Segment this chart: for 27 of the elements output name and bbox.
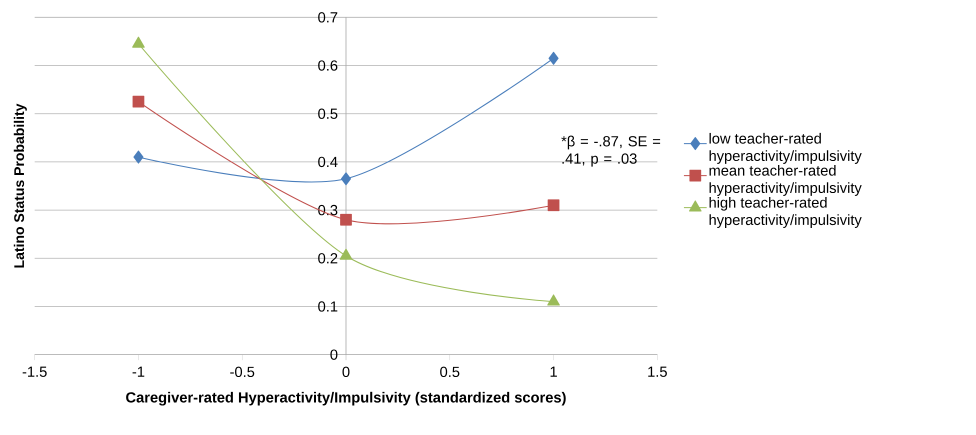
point [340, 248, 352, 260]
x-tick-label: 0.5 [440, 366, 460, 378]
y-tick-label: 0.4 [318, 156, 338, 168]
y-tick-label: 0.7 [318, 12, 338, 23]
point [340, 214, 352, 226]
point [547, 294, 560, 306]
y-tick-label: 0.5 [318, 108, 338, 120]
x-tick-label: -0.5 [230, 366, 254, 378]
x-tick-label: -1.5 [22, 366, 47, 378]
point [133, 150, 144, 164]
y-tick-label: 0.6 [318, 60, 338, 71]
y-tick-label: 0 [330, 350, 338, 360]
legend-label: high teacher-rated hyperactivity/impulsivity [710, 197, 862, 228]
annotation: *β = -.87, SE = .41, p = .03 [561, 136, 660, 167]
point [548, 200, 560, 212]
y-tick-label: 0.2 [318, 253, 338, 264]
point [548, 52, 559, 66]
point [340, 172, 352, 186]
x-tick-label: -1 [132, 366, 144, 377]
x-tick-label: 1 [550, 366, 557, 377]
x-tick-label: 1.5 [648, 366, 667, 378]
y-tick-label: 0.1 [318, 301, 338, 312]
x-axis-title: Caregiver-rated Hyperactivity/Impulsivity (standardized scores) [126, 392, 566, 406]
x-tick-label: 0 [342, 366, 350, 378]
point [132, 96, 144, 108]
y-tick-label: 0.3 [318, 205, 338, 216]
y-axis-title: Latino Status Probability [14, 104, 27, 268]
